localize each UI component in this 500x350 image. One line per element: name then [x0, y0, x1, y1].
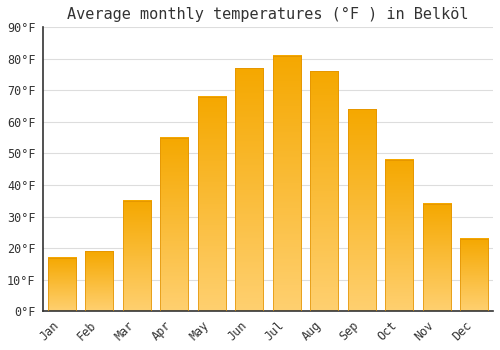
- Bar: [160, 138, 188, 311]
- Bar: [460, 239, 488, 311]
- Bar: [48, 258, 76, 311]
- Bar: [273, 56, 301, 311]
- Bar: [236, 68, 264, 311]
- Bar: [86, 251, 114, 311]
- Title: Average monthly temperatures (°F ) in Belköl: Average monthly temperatures (°F ) in Be…: [68, 7, 469, 22]
- Bar: [422, 204, 451, 311]
- Bar: [198, 97, 226, 311]
- Bar: [385, 160, 414, 311]
- Bar: [310, 71, 338, 311]
- Bar: [123, 201, 151, 311]
- Bar: [348, 109, 376, 311]
